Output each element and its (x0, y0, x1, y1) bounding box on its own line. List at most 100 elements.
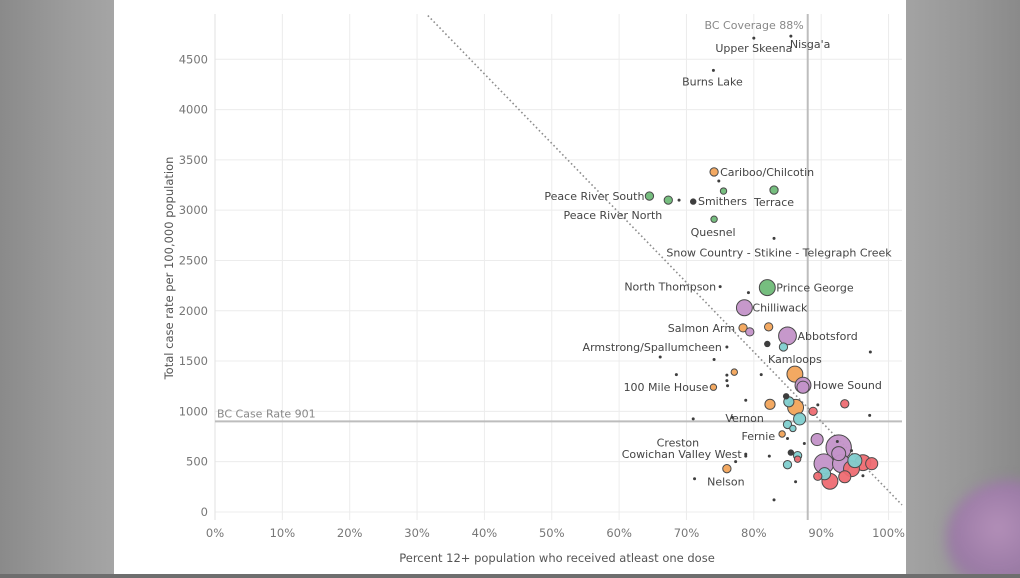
data-point (810, 432, 824, 447)
point-label: Burns Lake (682, 75, 743, 88)
point-label: Chilliwack (752, 302, 808, 315)
data-point (725, 373, 729, 377)
y-tick-label: 2000 (179, 304, 208, 318)
point-label: North Thompson (624, 281, 716, 294)
y-tick-label: 2500 (179, 253, 208, 267)
y-tick-label: 1000 (179, 404, 208, 418)
data-point (730, 368, 738, 376)
y-tick-label: 3500 (179, 153, 208, 167)
data-point (782, 419, 793, 430)
blurred-background-shape (946, 480, 1020, 574)
data-point (709, 383, 718, 391)
x-tick-label: 20% (337, 526, 363, 540)
data-point (838, 470, 852, 484)
data-point (726, 384, 730, 388)
data-point (735, 299, 753, 317)
x-tick-label: 70% (674, 526, 700, 540)
data-point (782, 460, 793, 470)
data-point (718, 285, 722, 289)
grid (214, 14, 902, 520)
data-point (835, 440, 839, 444)
data-point (769, 185, 779, 195)
x-tick-label: 30% (404, 526, 430, 540)
x-tick-label: 60% (606, 526, 632, 540)
chart-panel: BC Coverage 88% BC Case Rate 901 Nisga'a U… (114, 0, 906, 574)
data-point (764, 398, 776, 410)
data-point (808, 406, 818, 417)
point-label: Terrace (753, 196, 794, 209)
data-point (677, 198, 681, 202)
data-point (802, 442, 806, 446)
point-label: Peace River South (544, 190, 644, 203)
point-label: Cowichan Valley West (622, 448, 743, 461)
data-point (861, 474, 865, 478)
data-point (789, 424, 797, 433)
trend-line (427, 14, 903, 506)
data-point (813, 471, 823, 481)
data-point (744, 454, 748, 458)
data-point (725, 345, 729, 349)
point-label: Fernie (741, 430, 775, 443)
x-tick-label: 0% (206, 526, 224, 540)
data-point (763, 322, 774, 332)
point-label: Nisga'a (790, 38, 831, 51)
x-tick-label: 40% (472, 526, 498, 540)
data-point (709, 167, 719, 177)
data-point (793, 455, 802, 463)
reference-label-case-rate: BC Case Rate 901 (217, 407, 316, 420)
background-right (906, 0, 1020, 574)
point-label: Creston (657, 436, 700, 449)
point-label: Nelson (707, 476, 745, 489)
y-axis-label: Total case rate per 100,000 population (162, 157, 176, 381)
data-point (786, 437, 789, 441)
data-point (730, 415, 734, 419)
point-label: Upper Skeena (715, 42, 792, 55)
data-point (691, 417, 695, 421)
y-axis-ticks: 0 500 1000 1500 2000 2500 3000 3500 4000 4500 (179, 52, 208, 519)
data-point (778, 326, 797, 346)
data-point (719, 187, 728, 195)
data-point (816, 403, 820, 407)
data-point (793, 412, 807, 426)
y-tick-label: 500 (186, 455, 208, 469)
point-label: Howe Sound (813, 379, 882, 392)
point-label: Prince George (776, 282, 854, 295)
data-point (690, 198, 697, 205)
point-label: Smithers (698, 195, 747, 208)
x-tick-label: 80% (741, 526, 767, 540)
data-point (767, 454, 771, 458)
point-label: Peace River North (563, 209, 662, 222)
point-label: Armstrong/Spallumcheen (583, 341, 722, 354)
data-point (778, 342, 789, 352)
x-axis-ticks: 0% 10% 20% 30% 40% 50% 60% 70% 80% 90% 100% (206, 526, 905, 540)
data-point (711, 68, 715, 72)
point-label: Snow Country - Stikine - Telegraph Creek (666, 246, 892, 259)
data-point (865, 457, 879, 471)
x-tick-label: 50% (539, 526, 565, 540)
data-points (644, 34, 879, 502)
data-point (644, 191, 655, 201)
point-label: Abbotsford (798, 330, 858, 343)
data-point (712, 358, 716, 362)
data-point (759, 373, 763, 377)
data-point (782, 393, 790, 400)
data-point (868, 413, 872, 417)
x-tick-label: 90% (808, 526, 834, 540)
data-point (868, 350, 872, 354)
data-point (764, 340, 771, 348)
data-point (787, 449, 795, 456)
x-axis-label: Percent 12+ population who received atle… (399, 551, 715, 565)
point-label: 100 Mile House (624, 381, 709, 394)
data-point (796, 380, 810, 394)
data-point (831, 446, 847, 462)
y-tick-label: 1500 (179, 354, 208, 368)
data-point (693, 477, 697, 481)
data-point (847, 453, 863, 469)
y-tick-label: 4000 (179, 103, 208, 117)
x-tick-label: 10% (270, 526, 296, 540)
y-tick-label: 4500 (179, 52, 208, 66)
data-point (738, 323, 748, 333)
point-label: Kamloops (768, 353, 822, 366)
data-point (710, 215, 718, 223)
data-point (745, 327, 755, 337)
